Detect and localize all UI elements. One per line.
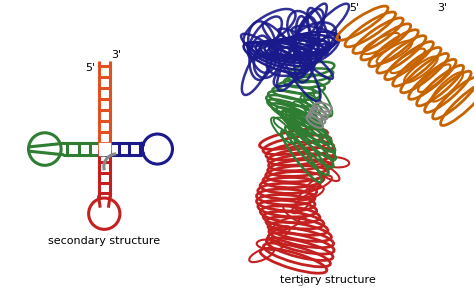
Text: 5': 5' xyxy=(349,3,360,13)
Text: 3': 3' xyxy=(297,278,306,288)
Text: 3': 3' xyxy=(437,3,447,13)
Text: 5': 5' xyxy=(85,63,95,73)
Text: tertiary structure: tertiary structure xyxy=(280,275,376,285)
Text: secondary structure: secondary structure xyxy=(48,236,160,246)
Bar xyxy=(99,143,110,155)
Text: 3': 3' xyxy=(111,50,122,60)
